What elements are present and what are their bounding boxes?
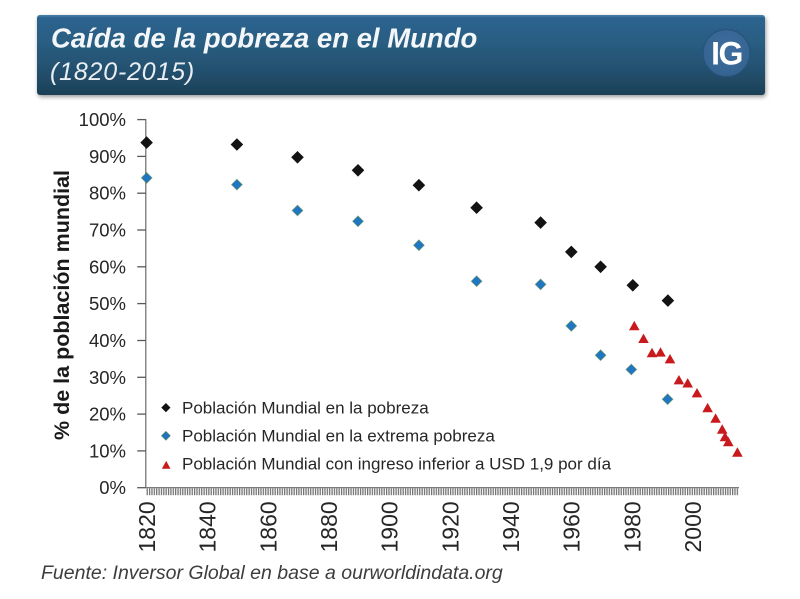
svg-text:1880: 1880 <box>316 501 342 552</box>
svg-text:Población Mundial en la pobrez: Población Mundial en la pobreza <box>182 399 429 418</box>
svg-text:60%: 60% <box>89 256 126 277</box>
svg-text:1920: 1920 <box>437 501 463 552</box>
svg-text:1960: 1960 <box>559 501 585 552</box>
svg-text:1980: 1980 <box>619 501 645 552</box>
svg-text:1840: 1840 <box>195 501 221 552</box>
svg-text:Fuente: Inversor Global en bas: Fuente: Inversor Global en base a ourwor… <box>41 562 503 584</box>
svg-text:30%: 30% <box>89 367 126 388</box>
svg-text:80%: 80% <box>89 183 126 204</box>
svg-text:1820: 1820 <box>134 501 160 552</box>
svg-text:90%: 90% <box>89 146 126 167</box>
svg-text:Población Mundial en la extrem: Población Mundial en la extrema pobreza <box>182 426 495 445</box>
svg-text:100%: 100% <box>79 109 126 130</box>
svg-text:1900: 1900 <box>377 501 403 552</box>
svg-text:50%: 50% <box>89 293 126 314</box>
svg-text:20%: 20% <box>89 404 126 425</box>
svg-text:70%: 70% <box>89 220 126 241</box>
svg-text:Caída de la pobreza en el Mund: Caída de la pobreza en el Mundo <box>51 23 477 54</box>
svg-text:IG: IG <box>711 36 742 72</box>
svg-text:2000: 2000 <box>680 501 706 552</box>
svg-text:% de la población mundial: % de la población mundial <box>50 170 74 440</box>
svg-text:0%: 0% <box>99 477 126 498</box>
svg-text:1860: 1860 <box>255 501 281 552</box>
svg-text:(1820-2015): (1820-2015) <box>50 58 195 86</box>
svg-text:10%: 10% <box>89 440 126 461</box>
svg-text:Población Mundial con ingreso: Población Mundial con ingreso inferior a… <box>182 455 612 474</box>
svg-text:40%: 40% <box>89 330 126 351</box>
svg-text:1940: 1940 <box>498 501 524 552</box>
